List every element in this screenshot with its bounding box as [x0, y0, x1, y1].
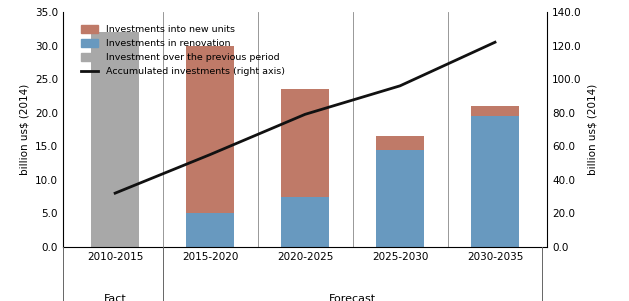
- Bar: [281, 197, 329, 247]
- Bar: [471, 106, 519, 116]
- Bar: [281, 89, 329, 197]
- Bar: [91, 32, 139, 247]
- Legend: Investments into new units, Investments in renovation, Investment over the previ: Investments into new units, Investments …: [77, 21, 289, 80]
- Bar: [376, 150, 424, 247]
- Bar: [471, 116, 519, 247]
- Y-axis label: billion us$ (2014): billion us$ (2014): [19, 84, 30, 175]
- Bar: [186, 213, 234, 247]
- Y-axis label: billion us$ (2014): billion us$ (2014): [587, 84, 598, 175]
- Bar: [376, 136, 424, 150]
- Text: Forecast: Forecast: [329, 294, 376, 301]
- Bar: [186, 45, 234, 213]
- Text: Fact: Fact: [104, 294, 126, 301]
